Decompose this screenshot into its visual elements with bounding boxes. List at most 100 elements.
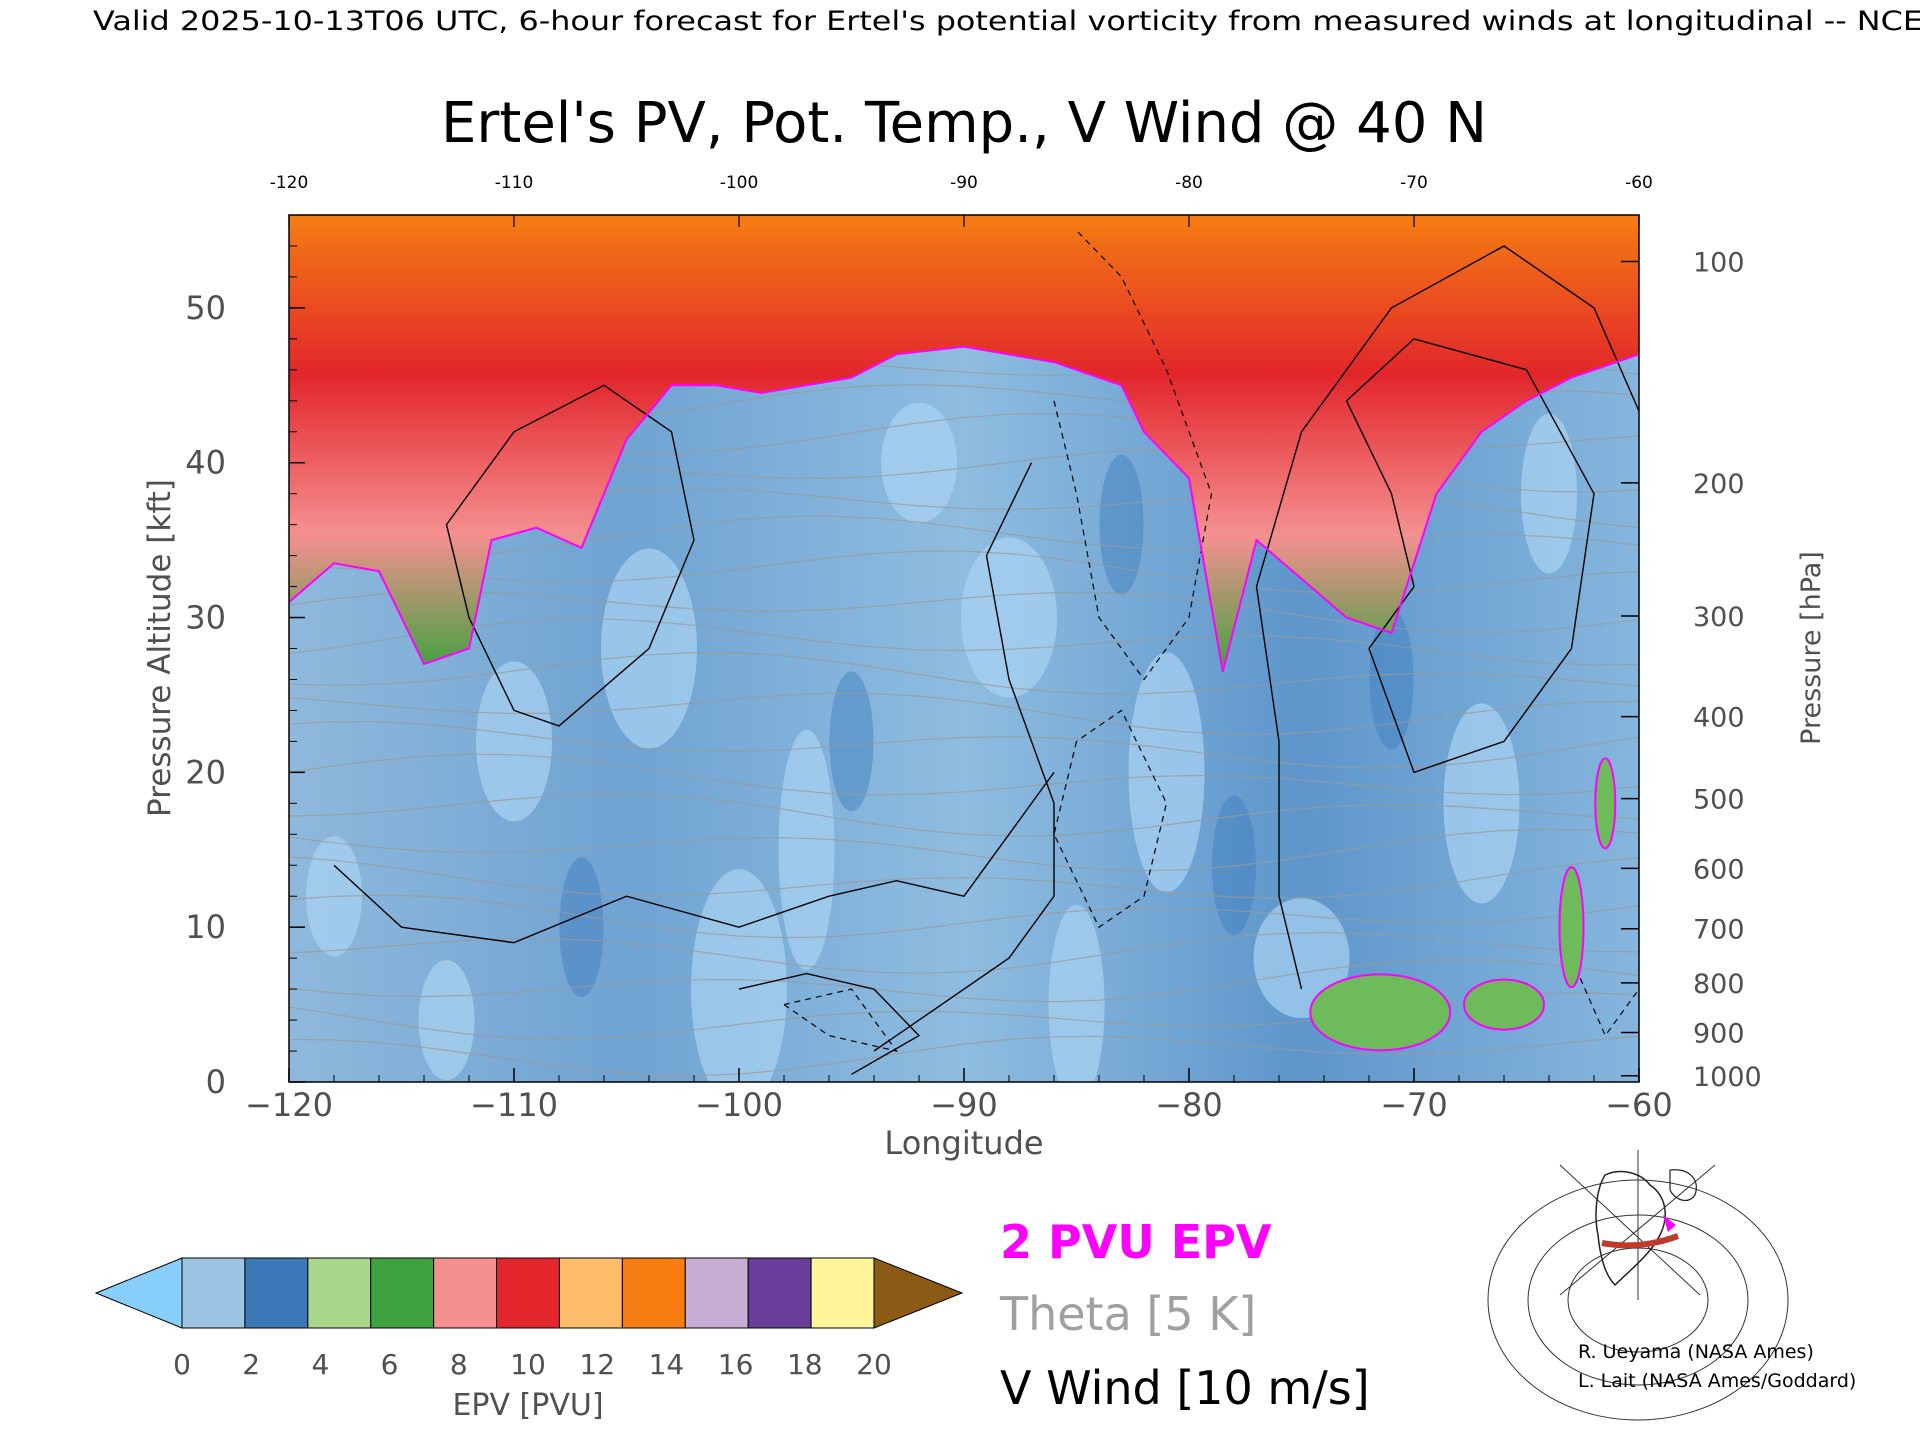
light-pv-patch bbox=[1048, 904, 1105, 1082]
legend-epv: 2 PVU EPV bbox=[1000, 1215, 1272, 1269]
x-tick-label: −110 bbox=[470, 1086, 558, 1124]
right-tick-label: 600 bbox=[1693, 854, 1745, 885]
top-tick-label: -80 bbox=[1175, 173, 1203, 193]
x-tick-label: −90 bbox=[930, 1086, 998, 1124]
valid-time-header: Valid 2025-10-13T06 UTC, 6-hour forecast… bbox=[93, 6, 1920, 37]
colorbar-over-arrow bbox=[873, 1257, 964, 1329]
theta-contour bbox=[289, 828, 1639, 872]
left-tick-label: 40 bbox=[185, 444, 226, 482]
light-pv-patch bbox=[778, 729, 835, 970]
theta-contour bbox=[289, 753, 1639, 796]
credit-ueyama: R. Ueyama (NASA Ames) bbox=[1578, 1341, 1814, 1363]
light-pv-patch bbox=[691, 869, 787, 1082]
colorbar-under-arrow bbox=[94, 1257, 183, 1329]
light-pv-patches bbox=[306, 402, 1577, 1082]
right-axis-label: Pressure [hPa] bbox=[1796, 551, 1827, 745]
x-axis: −120 −110 −100 −90 −80 −70 −60 bbox=[245, 1068, 1673, 1124]
plot-area bbox=[289, 215, 1639, 1082]
theta-contour bbox=[289, 856, 1639, 899]
right-tick-label: 1000 bbox=[1693, 1062, 1762, 1093]
colorbar: 0 2 4 6 8 10 12 14 16 18 20 bbox=[94, 1257, 964, 1381]
right-tick-label: 800 bbox=[1693, 969, 1745, 1000]
low-level-pv-patch bbox=[1463, 978, 1545, 1031]
left-tick-label: 10 bbox=[185, 908, 226, 946]
x-tick-label: −80 bbox=[1155, 1086, 1223, 1124]
colorbar-segment bbox=[684, 1257, 749, 1329]
colorbar-segment bbox=[621, 1257, 686, 1329]
top-axis: -120 -110 -100 -90 -80 -70 -60 bbox=[270, 173, 1653, 227]
low-level-pv-patch bbox=[1594, 757, 1617, 850]
v-wind-contour bbox=[333, 771, 1055, 944]
dark-pv-patch bbox=[829, 671, 874, 812]
light-pv-patch bbox=[961, 537, 1057, 698]
x-tick-label: −70 bbox=[1380, 1086, 1448, 1124]
colorbar-tick-label: 2 bbox=[242, 1348, 260, 1381]
right-tick-label: 900 bbox=[1693, 1018, 1745, 1049]
left-tick-label: 50 bbox=[185, 289, 226, 327]
v-wind-contour bbox=[738, 972, 921, 1075]
theta-contour bbox=[289, 550, 1639, 594]
colorbar-segment bbox=[370, 1257, 435, 1329]
right-axis: 100 200 300 400 500 600 700 800 900 1000 bbox=[1621, 247, 1762, 1093]
left-tick-label: 30 bbox=[185, 599, 226, 637]
light-pv-patch bbox=[1443, 703, 1520, 904]
light-pv-patch bbox=[418, 960, 475, 1081]
right-tick-label: 200 bbox=[1693, 469, 1745, 500]
theta-contour bbox=[289, 618, 1639, 666]
colorbar-segment bbox=[181, 1257, 246, 1329]
v-wind-contour bbox=[873, 462, 1055, 1052]
v-wind-contour-negative bbox=[1570, 957, 1639, 1037]
theta-contour bbox=[289, 932, 1639, 974]
theta-contour bbox=[289, 1035, 1639, 1077]
colorbar-tick-label: 4 bbox=[311, 1348, 329, 1381]
colorbar-segment bbox=[558, 1257, 623, 1329]
legend: 2 PVU EPV Theta [5 K] V Wind [10 m/s] bbox=[999, 1215, 1370, 1415]
v-wind-contours bbox=[333, 230, 1639, 1075]
legend-theta: Theta [5 K] bbox=[999, 1287, 1256, 1341]
colorbar-tick-label: 0 bbox=[173, 1348, 191, 1381]
colorbar-segment bbox=[496, 1257, 560, 1329]
stratosphere-pv-field bbox=[289, 215, 1639, 672]
theta-contour bbox=[289, 591, 1639, 634]
top-tick-label: -110 bbox=[495, 173, 534, 193]
top-tick-label: -70 bbox=[1400, 173, 1428, 193]
light-pv-patch bbox=[1521, 413, 1577, 574]
right-tick-label: 100 bbox=[1693, 247, 1745, 278]
theta-contour bbox=[289, 958, 1639, 1003]
right-tick-label: 700 bbox=[1693, 915, 1745, 946]
colorbar-label: EPV [PVU] bbox=[452, 1388, 603, 1423]
right-tick-label: 300 bbox=[1693, 602, 1745, 633]
light-pv-patch bbox=[1128, 652, 1205, 893]
credit-lait: L. Lait (NASA Ames/Goddard) bbox=[1578, 1370, 1856, 1392]
left-axis-label: Pressure Altitude [kft] bbox=[142, 479, 178, 817]
light-pv-patch bbox=[476, 661, 552, 822]
v-wind-contour bbox=[1255, 245, 1639, 990]
colorbar-segment bbox=[433, 1257, 498, 1329]
colorbar-tick-label: 12 bbox=[579, 1348, 615, 1381]
theta-contour bbox=[289, 721, 1639, 769]
light-pv-patch bbox=[881, 402, 957, 523]
top-tick-label: -100 bbox=[720, 173, 759, 193]
x-tick-label: −60 bbox=[1605, 1086, 1673, 1124]
x-tick-label: −100 bbox=[695, 1086, 783, 1124]
v-wind-contour bbox=[1345, 338, 1595, 774]
x-axis-label: Longitude bbox=[884, 1124, 1043, 1162]
low-level-pv-patches bbox=[1309, 757, 1617, 1052]
left-tick-label: 0 bbox=[206, 1063, 226, 1101]
colorbar-tick-label: 10 bbox=[510, 1348, 546, 1381]
v-wind-contour-negative bbox=[1053, 230, 1213, 681]
colorbar-tick-label: 14 bbox=[649, 1348, 685, 1381]
colorbar-segment bbox=[307, 1257, 372, 1329]
top-tick-label: -120 bbox=[270, 173, 309, 193]
colorbar-tick-label: 20 bbox=[856, 1348, 892, 1381]
v-wind-contour bbox=[445, 384, 695, 727]
v-wind-contour-negative bbox=[1053, 709, 1168, 929]
x-tick-label: −120 bbox=[245, 1086, 333, 1124]
right-tick-label: 400 bbox=[1693, 703, 1745, 734]
low-level-pv-patch bbox=[1558, 866, 1585, 989]
left-tick-label: 20 bbox=[185, 753, 226, 791]
two-pvu-contour bbox=[289, 345, 1639, 672]
colorbar-tick-label: 6 bbox=[381, 1348, 399, 1381]
dark-pv-patch bbox=[559, 857, 604, 998]
